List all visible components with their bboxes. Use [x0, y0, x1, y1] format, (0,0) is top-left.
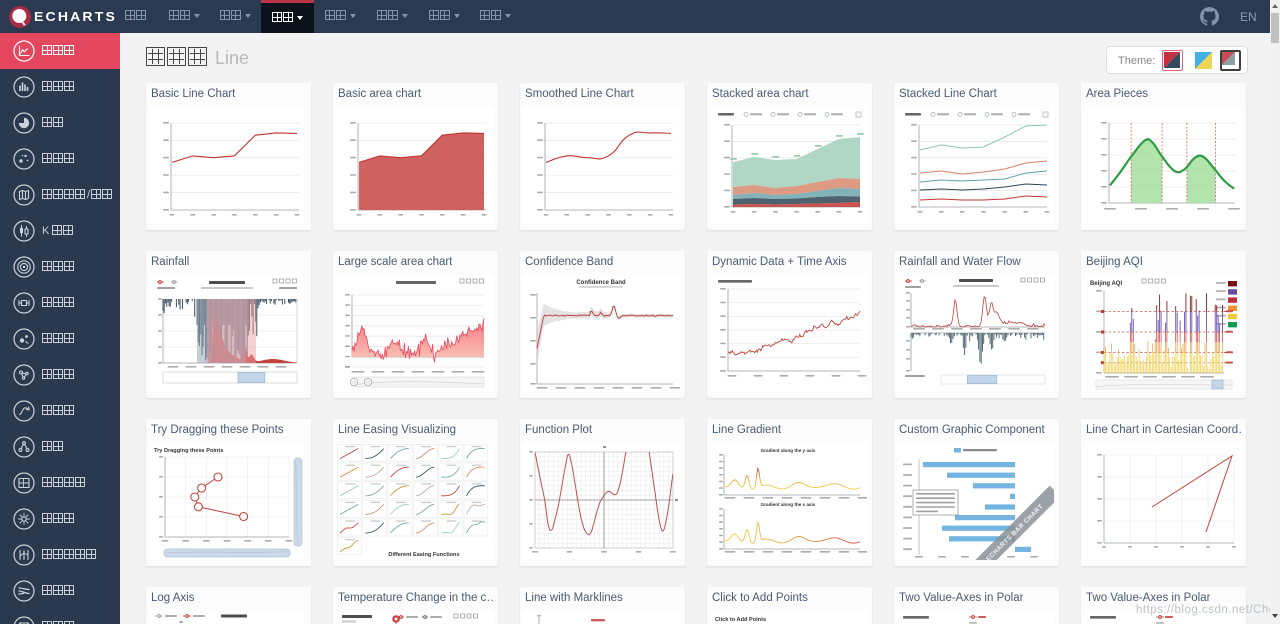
- svg-text:Different Easing Functions: Different Easing Functions: [388, 552, 459, 558]
- svg-text:Beijing AQI: Beijing AQI: [1090, 281, 1122, 287]
- svg-text:Click to Add Points: Click to Add Points: [715, 617, 766, 623]
- svg-text:ECHARTS BAR CHART: ECHARTS BAR CHART: [985, 503, 1045, 560]
- svg-text:Try Dragging these Points: Try Dragging these Points: [154, 448, 223, 454]
- svg-text:Gradient along the x axis: Gradient along the x axis: [761, 502, 816, 507]
- svg-text:Confidence Band: Confidence Band: [576, 280, 626, 286]
- svg-text:Gradient along the y axis: Gradient along the y axis: [761, 448, 816, 453]
